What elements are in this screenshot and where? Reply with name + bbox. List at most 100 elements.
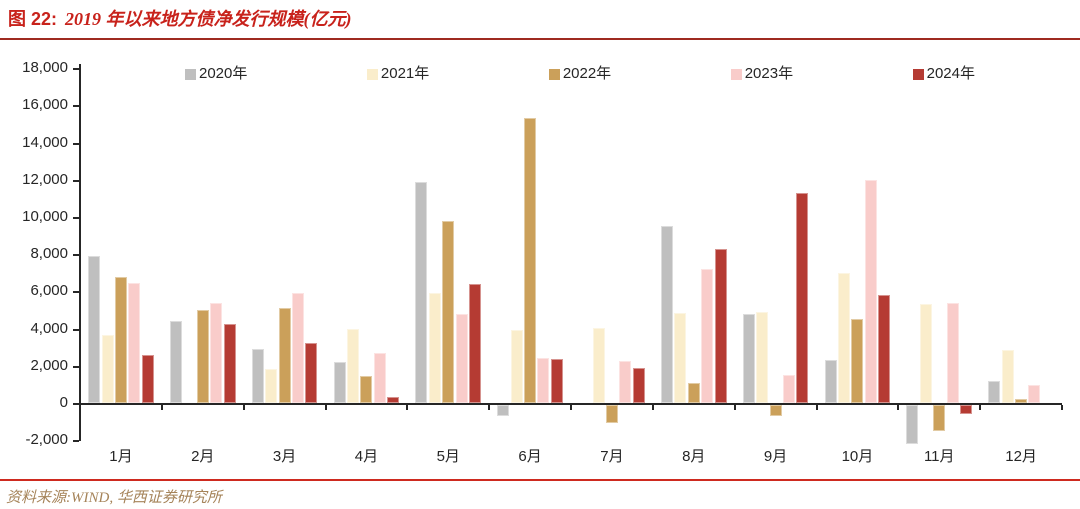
x-tick-label: 8月	[682, 448, 706, 465]
bar-2023年-10月	[864, 179, 877, 403]
bar-2022年-11月	[933, 405, 946, 432]
x-tick-label: 5月	[436, 448, 460, 465]
y-axis-tick	[73, 105, 79, 108]
x-tick-label: 3月	[272, 448, 297, 465]
bar-2024年-9月	[796, 192, 809, 403]
y-axis-tick	[73, 142, 79, 145]
y-tick-label: 0	[59, 394, 68, 411]
bar-2024年-6月	[550, 359, 563, 403]
x-axis-tick	[324, 405, 327, 410]
y-axis-tick	[73, 179, 79, 182]
legend-label: 2023年	[744, 65, 794, 82]
legend-item-2024年: 2024年	[912, 65, 975, 82]
x-axis-tick	[242, 405, 245, 410]
bar-2024年-11月	[960, 405, 973, 415]
bar-2022年-7月	[605, 405, 618, 423]
y-tick-label: 6,000	[30, 282, 68, 300]
bar-2021年-3月	[265, 368, 278, 403]
bar-2021年-4月	[347, 328, 360, 403]
x-tick-label: 7月	[600, 448, 624, 465]
source-text: 资料来源:WIND, 华西证券研究所	[6, 490, 222, 506]
bar-2022年-6月	[524, 118, 537, 403]
bar-2024年-4月	[387, 397, 400, 403]
bar-2023年-8月	[701, 269, 714, 403]
figure-number-label: 图 22:	[8, 9, 58, 29]
legend-item-2023年: 2023年	[730, 65, 794, 82]
y-tick-label: 10,000	[22, 208, 68, 225]
legend-label: 2022年	[562, 65, 612, 82]
legend-label: 2024年	[926, 65, 975, 82]
bar-2020年-10月	[824, 360, 837, 403]
bar-2020年-6月	[497, 405, 510, 417]
bar-2023年-12月	[1028, 385, 1041, 403]
legend-swatch-icon	[912, 68, 924, 80]
y-tick-label: 16,000	[22, 96, 68, 114]
bar-2021年-6月	[510, 329, 523, 403]
y-tick-label: 4,000	[30, 319, 68, 337]
legend-swatch-icon	[548, 68, 560, 80]
bar-2022年-1月	[114, 276, 127, 403]
y-tick-label: -2,000	[25, 431, 68, 449]
bar-2023年-2月	[210, 303, 223, 403]
y-axis-line	[79, 64, 81, 441]
figure-title: 2019 年以来地方债净发行规模(亿元)	[65, 9, 352, 29]
y-axis-tick	[73, 365, 79, 368]
chart-legend: 2020年 2021年 2022年 2023年 2024年	[185, 65, 975, 83]
bar-2020年-8月	[660, 226, 673, 403]
x-axis-tick	[1061, 405, 1063, 410]
bar-2021年-5月	[428, 293, 441, 403]
y-axis-tick	[73, 254, 79, 257]
bar-2022年-10月	[851, 319, 864, 403]
x-axis-tick	[897, 405, 900, 410]
y-tick-label: 8,000	[30, 245, 68, 263]
bar-2022年-3月	[278, 308, 291, 403]
bar-2021年-8月	[674, 312, 687, 403]
bar-2022年-9月	[769, 405, 782, 417]
x-axis-tick	[406, 405, 409, 410]
y-axis-tick	[73, 403, 79, 405]
legend-swatch-icon	[730, 68, 742, 80]
y-axis-tick	[73, 68, 79, 71]
bar-2020年-4月	[333, 362, 346, 403]
bar-2024年-1月	[141, 354, 154, 403]
bar-2024年-10月	[878, 295, 891, 403]
x-tick-label: 6月	[518, 448, 542, 465]
bar-2023年-7月	[619, 361, 632, 403]
y-tick-label: 14,000	[22, 133, 68, 151]
legend-item-2021年: 2021年	[366, 66, 429, 82]
x-axis-tick	[815, 405, 818, 410]
bar-2023年-4月	[373, 352, 386, 403]
bar-2020年-9月	[742, 313, 755, 403]
bar-2022年-5月	[442, 220, 455, 403]
bar-2020年-11月	[906, 405, 919, 445]
bar-2024年-5月	[469, 283, 482, 403]
bar-2023年-5月	[455, 313, 468, 403]
bar-2021年-12月	[1001, 349, 1014, 403]
bar-2024年-8月	[714, 248, 727, 403]
bar-2020年-3月	[251, 349, 264, 403]
bar-2020年-12月	[988, 380, 1001, 403]
x-axis-tick	[570, 405, 572, 410]
legend-swatch-icon	[366, 68, 378, 80]
source-divider-line	[0, 479, 1080, 481]
bar-2020年-1月	[88, 256, 101, 403]
bar-2024年-2月	[223, 323, 236, 403]
x-tick-label: 2月	[191, 448, 215, 465]
x-tick-label: 4月	[354, 448, 379, 465]
y-axis-tick	[73, 291, 79, 294]
y-tick-label: 12,000	[22, 170, 68, 188]
x-tick-label: 11月	[923, 448, 955, 465]
x-axis-line	[79, 403, 1062, 405]
figure-title-row: 图 22: 2019 年以来地方债净发行规模(亿元)	[8, 5, 352, 31]
bar-2024年-7月	[632, 367, 645, 403]
x-tick-label: 12月	[1005, 448, 1037, 465]
bar-2021年-1月	[101, 335, 114, 403]
x-axis-tick	[979, 405, 982, 410]
y-axis-tick	[73, 217, 79, 219]
bar-2021年-7月	[592, 327, 605, 403]
x-axis-tick	[79, 405, 81, 410]
legend-label: 2020年	[199, 65, 248, 82]
y-tick-label: 2,000	[30, 356, 68, 374]
